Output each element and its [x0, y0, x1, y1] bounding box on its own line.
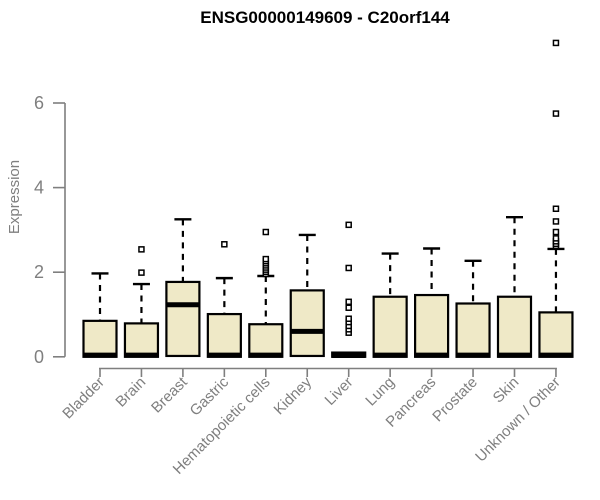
boxplot-kidney [289, 233, 325, 358]
x-tick-label: Kidney [271, 373, 316, 418]
outlier-point [345, 264, 352, 272]
outlier-point [221, 241, 228, 248]
outlier-point [138, 246, 145, 253]
outlier-point [552, 235, 560, 242]
boxplot-brain [123, 246, 160, 358]
y-tick-label: 4 [34, 178, 44, 198]
boxplot-lung [372, 252, 408, 358]
outlier-point [262, 228, 270, 236]
outlier-point [552, 39, 560, 47]
y-axis-label: Expression [6, 160, 23, 234]
outlier-point [138, 269, 145, 276]
outlier-point [552, 228, 560, 236]
outlier-point [345, 304, 352, 311]
iqr-box [414, 293, 450, 358]
x-tick-label: Bladder [59, 374, 108, 423]
boxplot-breast [165, 218, 201, 358]
iqr-box [289, 289, 325, 358]
x-tick-label: Lung [362, 374, 398, 410]
boxplot-liver [331, 221, 367, 359]
boxplot-gastric [206, 241, 242, 358]
iqr-box [496, 295, 533, 358]
outlier-point [345, 315, 352, 322]
outlier-point [552, 110, 560, 117]
iqr-box [372, 295, 408, 358]
iqr-box [82, 319, 118, 358]
outlier-point [552, 205, 560, 212]
boxplot-skin [496, 216, 533, 358]
x-tick-label: Prostate [429, 374, 481, 426]
boxplot-hematopoietic-cells [248, 228, 284, 358]
outlier-point [345, 221, 352, 229]
boxplot-unknown-other [538, 39, 574, 358]
y-tick-label: 2 [34, 262, 44, 282]
iqr-box [455, 302, 491, 358]
x-tick-label: Brain [112, 374, 149, 411]
outlier-point [262, 255, 270, 263]
chart-title: ENSG00000149609 - C20orf144 [200, 8, 450, 27]
iqr-box [123, 322, 160, 358]
outlier-point [552, 218, 560, 225]
x-tick-label: Liver [322, 374, 357, 409]
x-tick-label: Breast [148, 373, 191, 416]
x-tick-label: Skin [490, 374, 523, 407]
boxplot-bladder [82, 272, 118, 358]
y-tick-label: 6 [34, 93, 44, 113]
iqr-box [248, 323, 284, 358]
outlier-point [345, 298, 352, 306]
iqr-box [538, 311, 574, 358]
boxplot-prostate [455, 259, 491, 358]
boxplot-pancreas [414, 247, 450, 358]
iqr-box [206, 312, 242, 358]
y-tick-label: 0 [34, 347, 44, 367]
iqr-box [165, 280, 201, 358]
